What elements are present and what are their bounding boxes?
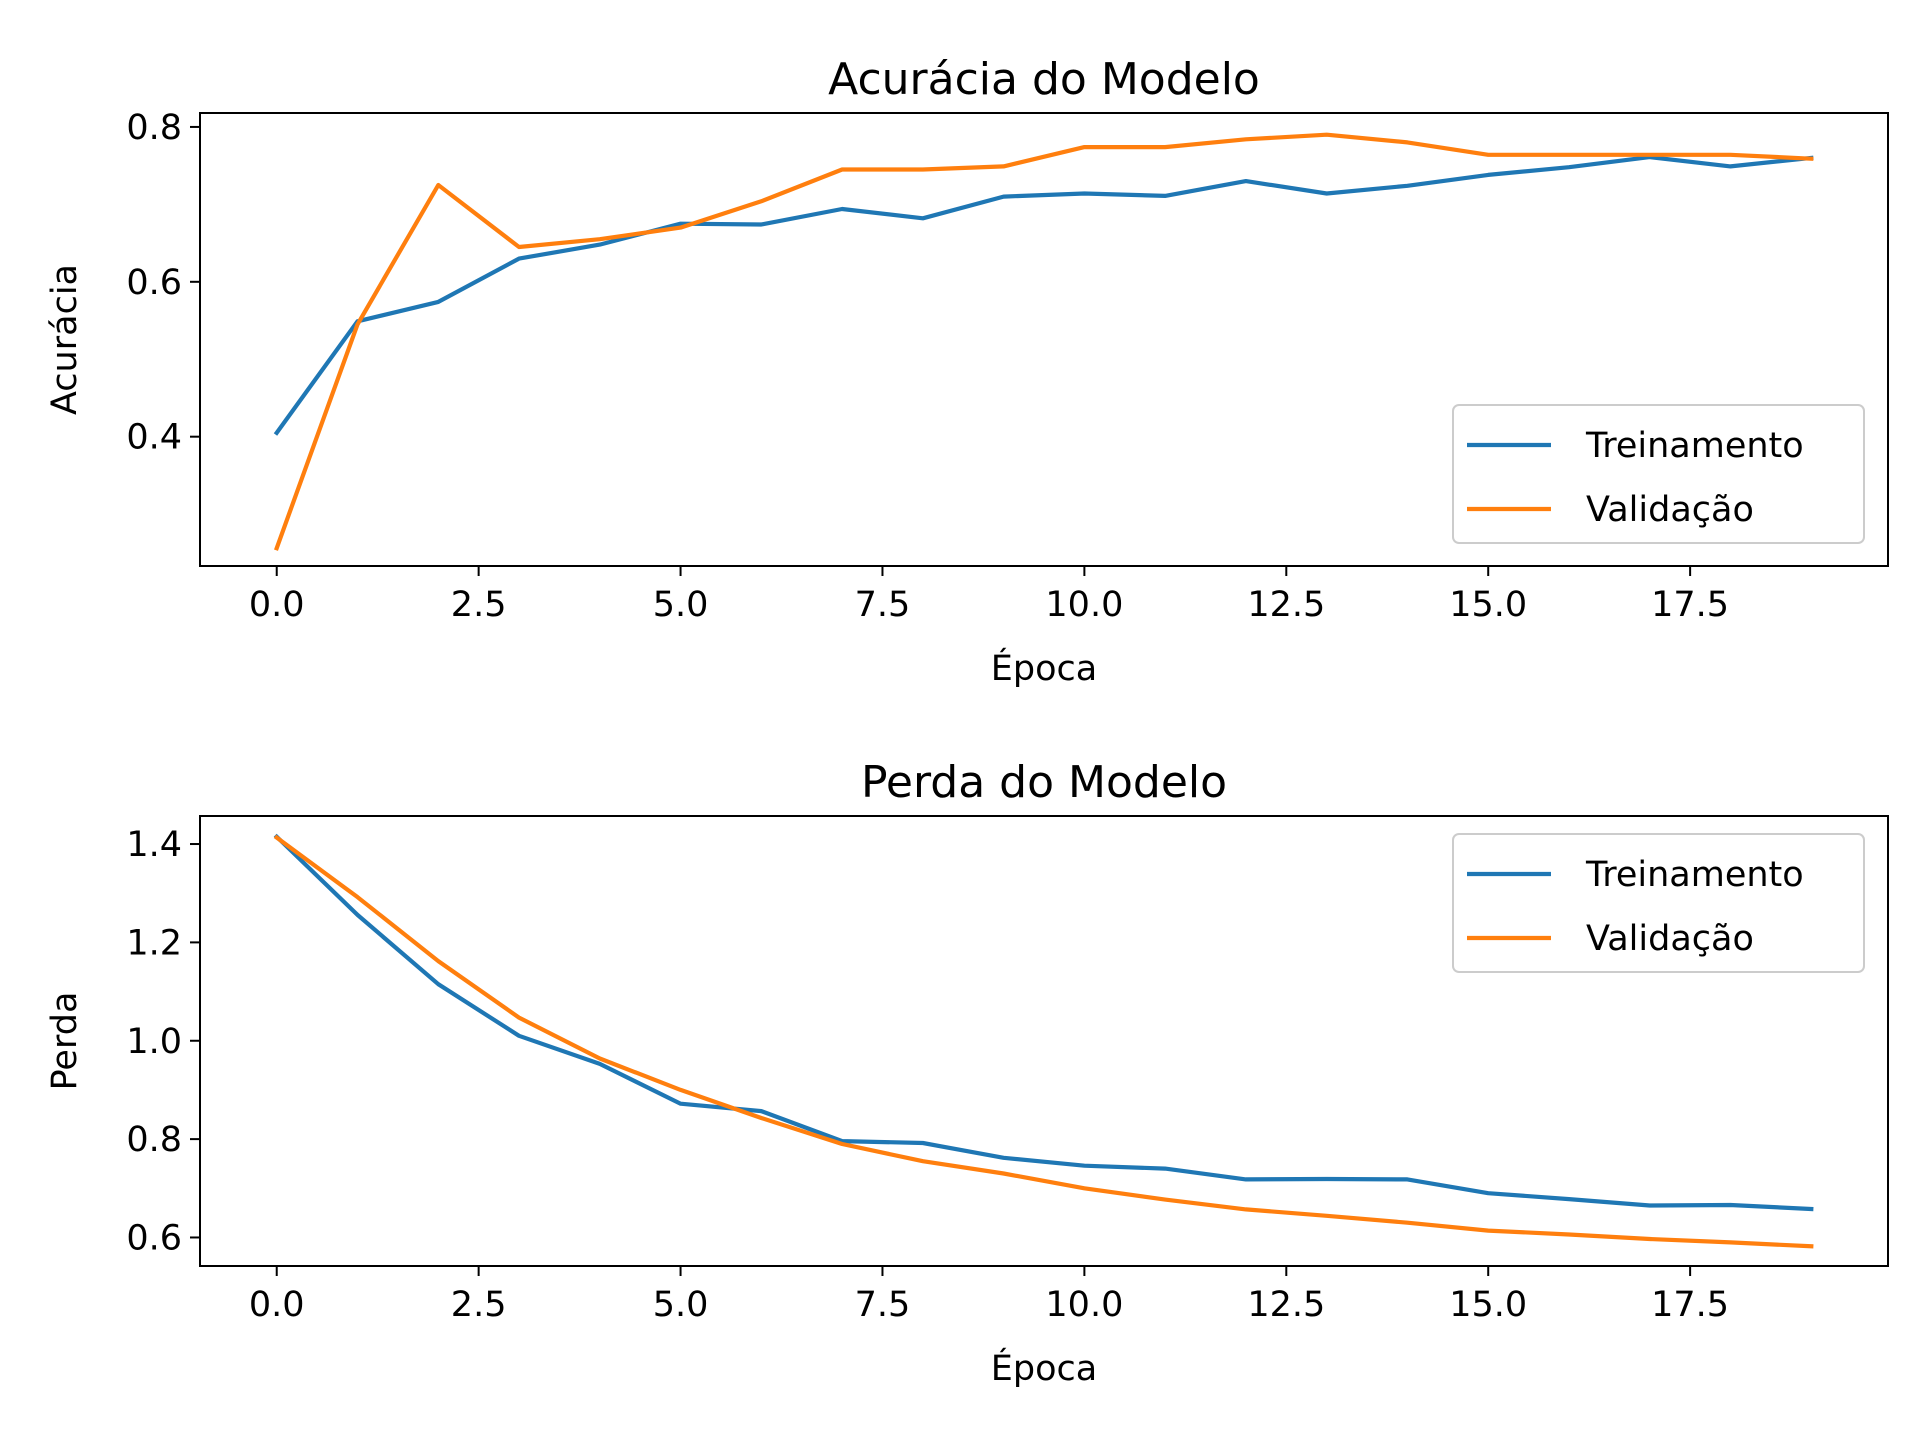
x-tick-label: 10.0 (1045, 1285, 1123, 1325)
series-line-2 (273, 834, 1814, 1249)
y-tick-label: 0.8 (126, 108, 182, 148)
chart-title: Perda do Modelo (861, 757, 1227, 808)
x-tick-label: 7.5 (855, 1285, 911, 1325)
x-tick-label: 5.0 (653, 1285, 709, 1325)
x-tick-label: 2.5 (451, 585, 507, 625)
legend: Treinamento Validação (1452, 404, 1865, 544)
x-tick-label: 17.5 (1651, 585, 1729, 625)
legend-box (1452, 404, 1865, 544)
x-tick-label: 12.5 (1247, 1285, 1325, 1325)
x-tick-label: 0.0 (249, 585, 305, 625)
x-tick-label: 17.5 (1651, 1285, 1729, 1325)
series-line-1 (273, 833, 1814, 1212)
x-tick-label: 0.0 (249, 1285, 305, 1325)
legend: Treinamento Validação (1452, 833, 1865, 973)
y-tick-label: 0.6 (126, 263, 182, 303)
series-line-1 (273, 155, 1814, 436)
x-axis-label: Época (991, 1347, 1097, 1389)
series-line-2 (274, 132, 1814, 551)
axes-frame (199, 112, 1889, 567)
legend-entry: Validação (1586, 919, 1754, 959)
legend-entry: Treinamento (1585, 855, 1804, 895)
y-tick-label: 0.8 (126, 1120, 182, 1160)
x-tick-label: 5.0 (653, 585, 709, 625)
x-tick-label: 15.0 (1449, 585, 1527, 625)
y-tick-label: 1.2 (126, 923, 182, 963)
y-tick-label: 1.0 (126, 1022, 182, 1062)
chart-2: Perda do Modelo 0.0 2.5 5.0 7.5 10.0 12.5 15.0 1… (45, 757, 1889, 1389)
y-axis-label: Perda (45, 992, 85, 1091)
y-tick-label: 0.4 (126, 418, 182, 458)
x-tick-label: 10.0 (1045, 585, 1123, 625)
chart-title: Acurácia do Modelo (828, 54, 1260, 105)
legend-entry: Validação (1586, 490, 1754, 530)
x-axis-label: Época (991, 647, 1097, 689)
x-tick-label: 12.5 (1247, 585, 1325, 625)
chart-1: Acurácia do Modelo 0.0 2.5 5.0 7.5 10.0 12.5 15… (45, 54, 1889, 689)
y-tick-label: 0.6 (126, 1218, 182, 1258)
x-tick-label: 2.5 (451, 1285, 507, 1325)
legend-entry: Treinamento (1585, 426, 1804, 466)
x-tick-label: 15.0 (1449, 1285, 1527, 1325)
y-tick-label: 1.4 (126, 825, 182, 865)
x-tick-label: 7.5 (855, 585, 911, 625)
y-axis-label: Acurácia (45, 264, 85, 415)
legend-box (1452, 833, 1865, 973)
